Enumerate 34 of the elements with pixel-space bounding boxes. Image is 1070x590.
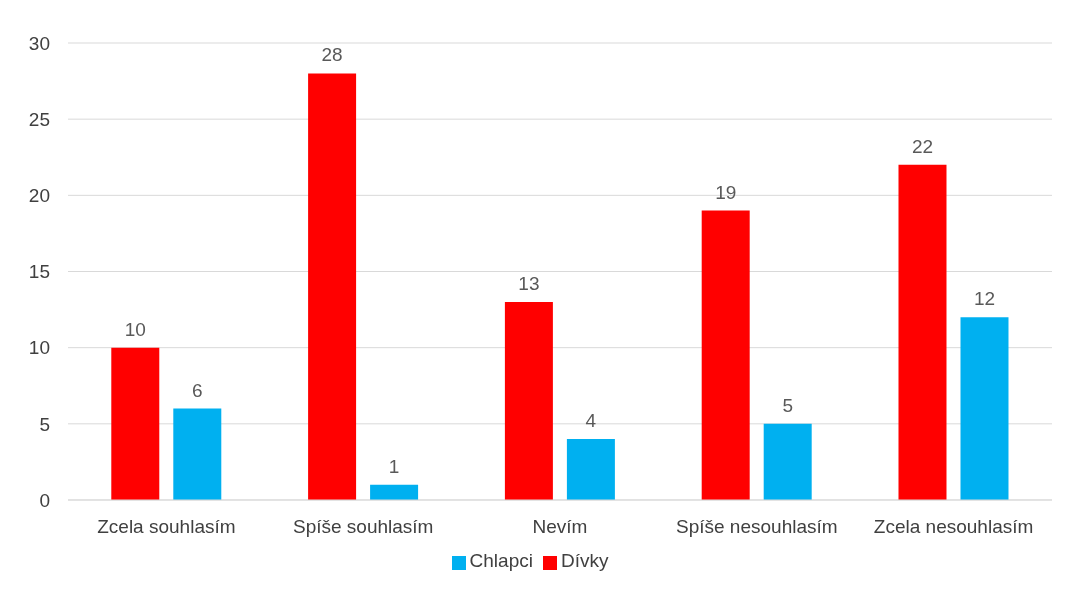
data-label: 4 — [585, 410, 597, 432]
x-tick-label: Spíše nesouhlasím — [676, 516, 838, 538]
legend-label: Dívky — [560, 550, 609, 571]
data-label: 12 — [973, 288, 996, 310]
bar — [308, 73, 357, 500]
bar — [898, 164, 947, 500]
data-label: 19 — [715, 181, 737, 203]
data-label: 1 — [388, 455, 400, 477]
y-tick-label: 0 — [39, 489, 50, 511]
y-tick-label: 5 — [39, 413, 50, 435]
y-tick-label: 30 — [28, 32, 50, 54]
bar — [566, 439, 615, 500]
bar — [763, 423, 812, 500]
data-label: 22 — [911, 135, 934, 157]
data-label: 10 — [124, 318, 146, 340]
data-label: 13 — [518, 272, 540, 294]
bar — [701, 210, 750, 500]
x-tick-label: Zcela nesouhlasím — [873, 516, 1034, 538]
bar — [370, 484, 419, 500]
x-tick-label: Spíše souhlasím — [292, 516, 434, 538]
data-label: 5 — [782, 394, 793, 416]
data-label: 28 — [321, 44, 343, 66]
x-tick-label: Zcela souhlasím — [97, 516, 236, 538]
legend-label: Chlapci — [469, 550, 533, 571]
y-tick-label: 15 — [28, 261, 50, 283]
bar — [111, 347, 160, 500]
bar — [173, 408, 222, 500]
x-tick-label: Nevím — [532, 516, 588, 538]
data-label: 6 — [192, 379, 203, 401]
y-tick-label: 10 — [28, 337, 50, 359]
y-tick-label: 25 — [28, 108, 50, 130]
bar — [960, 317, 1009, 500]
bar — [504, 301, 553, 500]
y-tick-label: 20 — [28, 185, 50, 207]
